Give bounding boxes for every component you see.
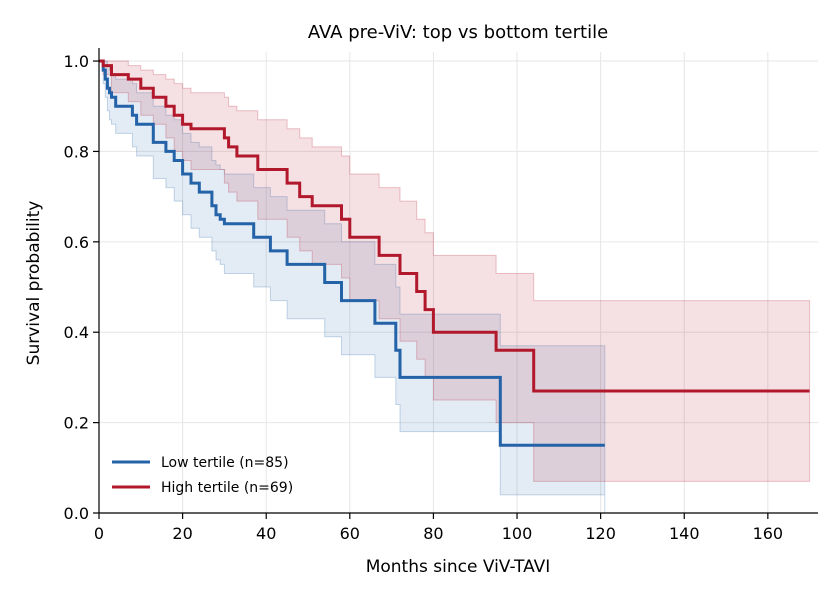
survival-curves [99, 59, 810, 447]
x-axis-title: Months since ViV-TAVI [366, 557, 551, 577]
y-tick-label: 1.0 [64, 52, 89, 71]
axes [98, 48, 818, 514]
y-axis-title: Survival probability [24, 201, 44, 366]
x-tick-label: 160 [753, 524, 784, 543]
survival-curve-low-tertile [99, 59, 605, 447]
ci-band-high-tertile [99, 60, 811, 482]
x-tick-label: 80 [423, 524, 443, 543]
y-tick-label: 0.0 [64, 504, 89, 523]
confidence-bands [99, 60, 811, 513]
legend-label-low-tertile: Low tertile (n=85) [161, 455, 289, 471]
survival-curve-high-tertile [99, 59, 810, 393]
x-axis-ticks: 0 20 40 60 80 100 120 140 160 [94, 513, 783, 543]
legend: Low tertile (n=85) High tertile (n=69) [112, 455, 293, 496]
x-tick-label: 100 [502, 524, 533, 543]
x-tick-label: 140 [669, 524, 700, 543]
y-tick-label: 0.2 [64, 414, 89, 433]
x-tick-label: 120 [585, 524, 616, 543]
y-tick-label: 0.4 [64, 323, 89, 342]
x-tick-label: 60 [340, 524, 360, 543]
y-axis-ticks: 0.0 0.2 0.4 0.6 0.8 1.0 [64, 52, 99, 523]
chart-title: AVA pre-ViV: top vs bottom tertile [308, 22, 608, 43]
grid [98, 52, 818, 514]
x-tick-label: 20 [172, 524, 192, 543]
y-tick-label: 0.6 [64, 233, 89, 252]
x-tick-label: 40 [256, 524, 276, 543]
x-tick-label: 0 [94, 524, 104, 543]
legend-label-high-tertile: High tertile (n=69) [161, 480, 293, 496]
y-tick-label: 0.8 [64, 142, 89, 161]
ci-band-low-tertile [99, 60, 606, 513]
